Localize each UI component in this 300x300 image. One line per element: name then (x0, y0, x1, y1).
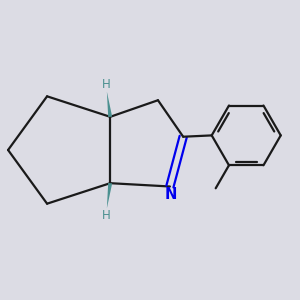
Polygon shape (107, 183, 112, 208)
Text: H: H (102, 79, 111, 92)
Text: H: H (102, 208, 111, 221)
Text: N: N (164, 187, 177, 202)
Polygon shape (107, 92, 112, 117)
